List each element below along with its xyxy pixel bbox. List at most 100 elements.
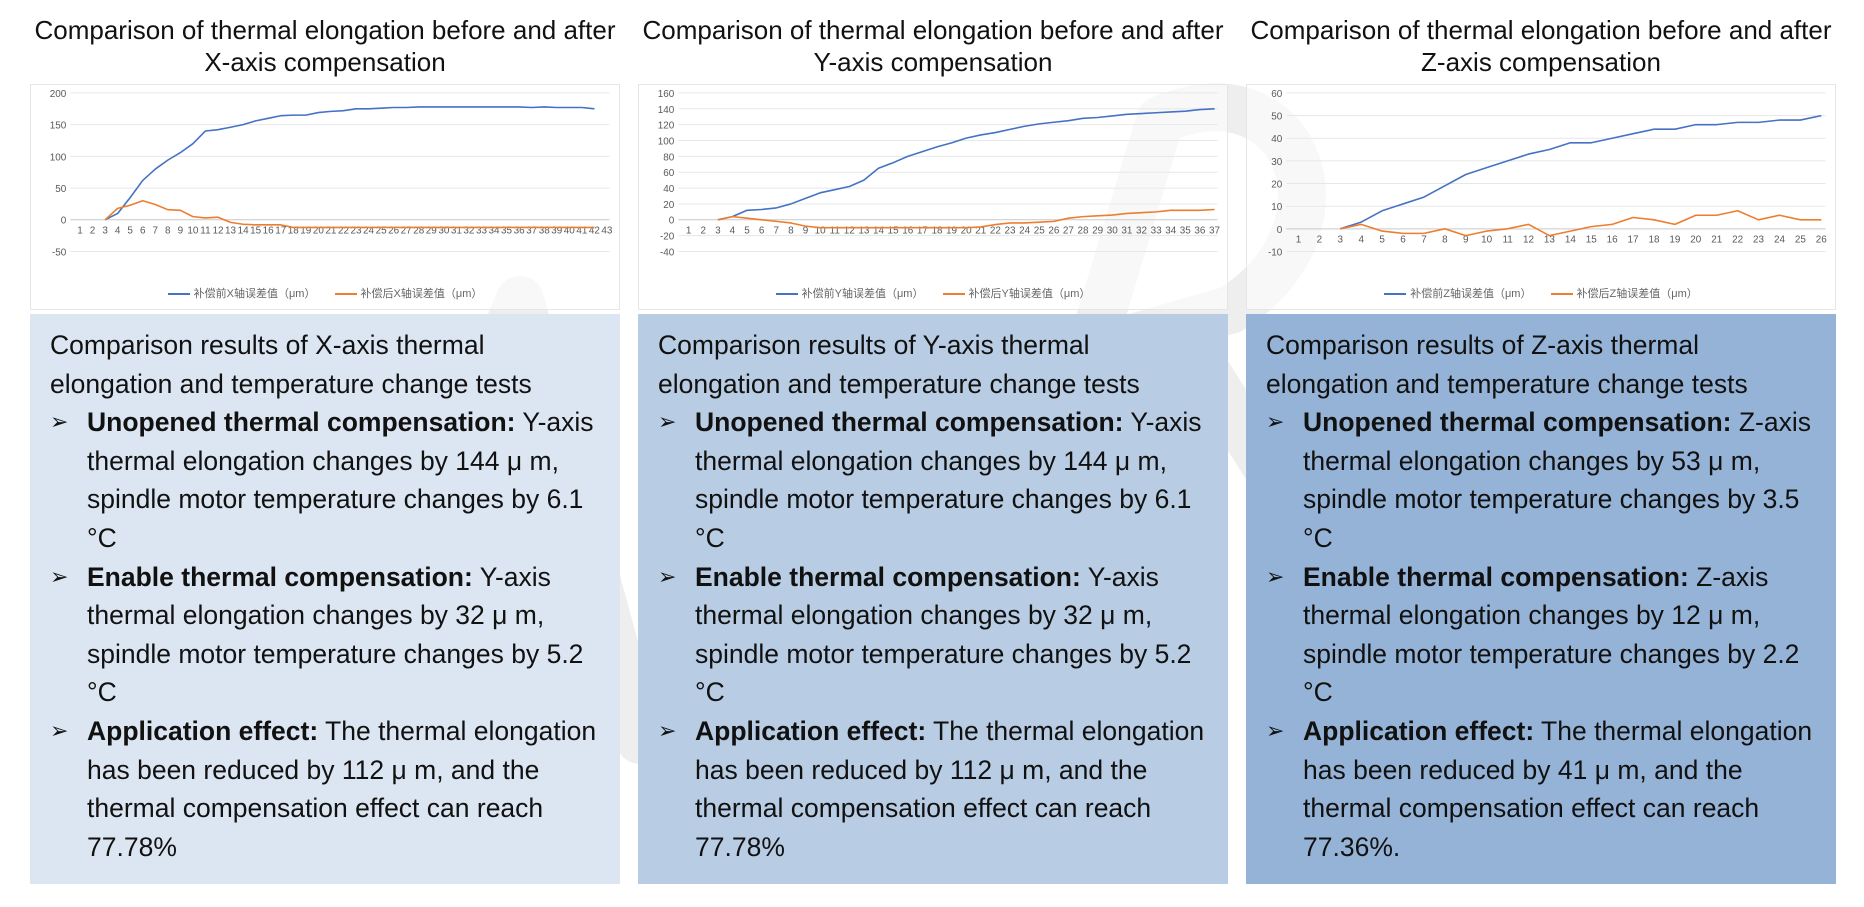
- y-tick-label: 150: [50, 121, 67, 132]
- arrow-bullet-icon: ➢: [50, 717, 69, 743]
- legend-label: 补偿前Z轴误差值（μm）: [1410, 288, 1532, 300]
- y-tick-label: 10: [1271, 202, 1283, 213]
- x-tick-label: 15: [1586, 235, 1598, 246]
- y-tick-label: -40: [660, 247, 675, 258]
- x-tick-label: 25: [376, 226, 388, 237]
- series-line-before: [104, 106, 595, 221]
- bullet-label: Enable thermal compensation:: [87, 561, 473, 592]
- x-tick-label: 37: [526, 226, 538, 237]
- x-tick-label: 22: [990, 226, 1002, 237]
- x-tick-label: 11: [830, 226, 841, 237]
- x-tick-label: 28: [413, 226, 425, 237]
- legend-label: 补偿后X轴误差值（μm）: [360, 288, 483, 300]
- x-tick-label: 27: [401, 226, 413, 237]
- x-tick-label: 29: [1092, 226, 1104, 237]
- x-tick-label: 1: [77, 226, 83, 237]
- x-tick-label: 2: [700, 226, 706, 237]
- x-tick-label: 14: [1565, 235, 1577, 246]
- x-tick-label: 17: [917, 226, 929, 237]
- chart-y-axis: -40 -20 0 20 40 60 80 100 120 140 160 1 2 3 4 5 6 7 8 9 10 11…: [638, 84, 1228, 310]
- x-tick-label: 39: [551, 226, 563, 237]
- bullet-text: Y-axis thermal elongation changes by 144…: [695, 407, 1202, 553]
- x-tick-label: 17: [275, 226, 287, 237]
- y-tick-label: 50: [1271, 112, 1283, 123]
- x-tick-label: 2: [90, 226, 96, 237]
- bullet-label: Application effect:: [87, 715, 319, 746]
- x-tick-label: 31: [1121, 226, 1133, 237]
- x-tick-label: 21: [325, 226, 337, 237]
- bullet-label: Application effect:: [695, 715, 927, 746]
- y-tick-label: 20: [1271, 180, 1283, 191]
- x-tick-label: 34: [489, 226, 501, 237]
- bullet-label: Enable thermal compensation:: [1303, 561, 1689, 592]
- legend-item-before: 补偿前X轴误差值（μm）: [167, 285, 315, 301]
- x-tick-label: 3: [715, 226, 721, 237]
- x-tick-label: 30: [1107, 226, 1119, 237]
- arrow-bullet-icon: ➢: [50, 409, 69, 435]
- x-tick-label: 26: [388, 226, 400, 237]
- x-tick-label: 19: [946, 226, 958, 237]
- legend-item-before: 补偿前Y轴误差值（μm）: [775, 285, 923, 301]
- x-tick-label: 8: [788, 226, 794, 237]
- y-tick-label: 140: [658, 105, 675, 116]
- y-tick-label: 60: [663, 168, 675, 179]
- x-tick-label: 6: [1400, 235, 1406, 246]
- x-tick-label: 8: [165, 226, 171, 237]
- series-line-before: [717, 107, 1215, 221]
- y-tick-label: -50: [52, 247, 67, 258]
- x-tick-label: 18: [1648, 235, 1660, 246]
- bullet-label: Unopened thermal compensation:: [87, 407, 516, 438]
- x-tick-label: 21: [1711, 235, 1723, 246]
- x-tick-label: 13: [1544, 235, 1556, 246]
- x-tick-label: 5: [744, 226, 750, 237]
- x-tick-label: 25: [1795, 235, 1807, 246]
- x-tick-label: 2: [1317, 235, 1323, 246]
- bullet-text: Y-axis thermal elongation changes by 144…: [87, 407, 594, 553]
- y-tick-label: 80: [663, 152, 675, 163]
- x-tick-label: 10: [815, 226, 827, 237]
- chart-title: Comparison of thermal elongation before …: [1250, 15, 1832, 77]
- x-tick-label: 36: [514, 226, 526, 237]
- list-item: ➢ Application effect: The thermal elongat…: [658, 712, 1212, 866]
- list-item: ➢ Enable thermal compensation: Z-axis the…: [1266, 558, 1820, 712]
- chart-title: Comparison of thermal elongation before …: [34, 15, 616, 77]
- x-tick-label: 1: [1296, 235, 1302, 246]
- chart-z-axis: -10 0 10 20 30 40 50 60 1 2 3 4 5 6 7 8 9 10 11 12 13 14 15 16 1…: [1246, 84, 1836, 310]
- bullet-text: The thermal elongation has been reduced …: [1303, 715, 1813, 862]
- arrow-bullet-icon: ➢: [658, 563, 677, 589]
- x-tick-label: 7: [153, 226, 159, 237]
- x-tick-label: 4: [730, 226, 736, 237]
- x-tick-label: 5: [1379, 235, 1385, 246]
- x-tick-label: 34: [1165, 226, 1177, 237]
- x-tick-label: 4: [1358, 235, 1364, 246]
- y-tick-label: 40: [1271, 134, 1283, 145]
- bullet-label: Application effect:: [1303, 715, 1535, 746]
- x-tick-label: 7: [774, 226, 780, 237]
- x-tick-label: 11: [1502, 235, 1513, 246]
- x-tick-label: 36: [1194, 226, 1206, 237]
- x-tick-label: 3: [1338, 235, 1344, 246]
- arrow-bullet-icon: ➢: [658, 409, 677, 435]
- x-tick-label: 38: [539, 226, 551, 237]
- x-tick-label: 31: [451, 226, 463, 237]
- x-tick-label: 43: [601, 226, 613, 237]
- y-tick-label: -20: [660, 232, 675, 243]
- chart-legend: 补偿前X轴误差值（μm） 补偿后X轴误差值（μm）: [31, 285, 619, 301]
- arrow-bullet-icon: ➢: [50, 563, 69, 589]
- bullet-label: Unopened thermal compensation:: [1303, 407, 1732, 438]
- series-line-after: [717, 208, 1215, 229]
- bullet-text: The thermal elongation has been reduced …: [695, 715, 1205, 862]
- x-tick-label: 22: [1732, 235, 1744, 246]
- x-tick-label: 1: [686, 226, 692, 237]
- x-tick-label: 26: [1048, 226, 1060, 237]
- panel-title: Comparison results of Z-axis thermal elo…: [1266, 330, 1748, 399]
- x-tick-label: 14: [873, 226, 885, 237]
- x-tick-label: 20: [313, 226, 325, 237]
- x-tick-label: 24: [1774, 235, 1786, 246]
- y-tick-label: 100: [50, 152, 67, 163]
- legend-swatch-icon: [942, 293, 965, 296]
- x-tick-label: 12: [1523, 235, 1535, 246]
- legend-swatch-icon: [775, 293, 798, 296]
